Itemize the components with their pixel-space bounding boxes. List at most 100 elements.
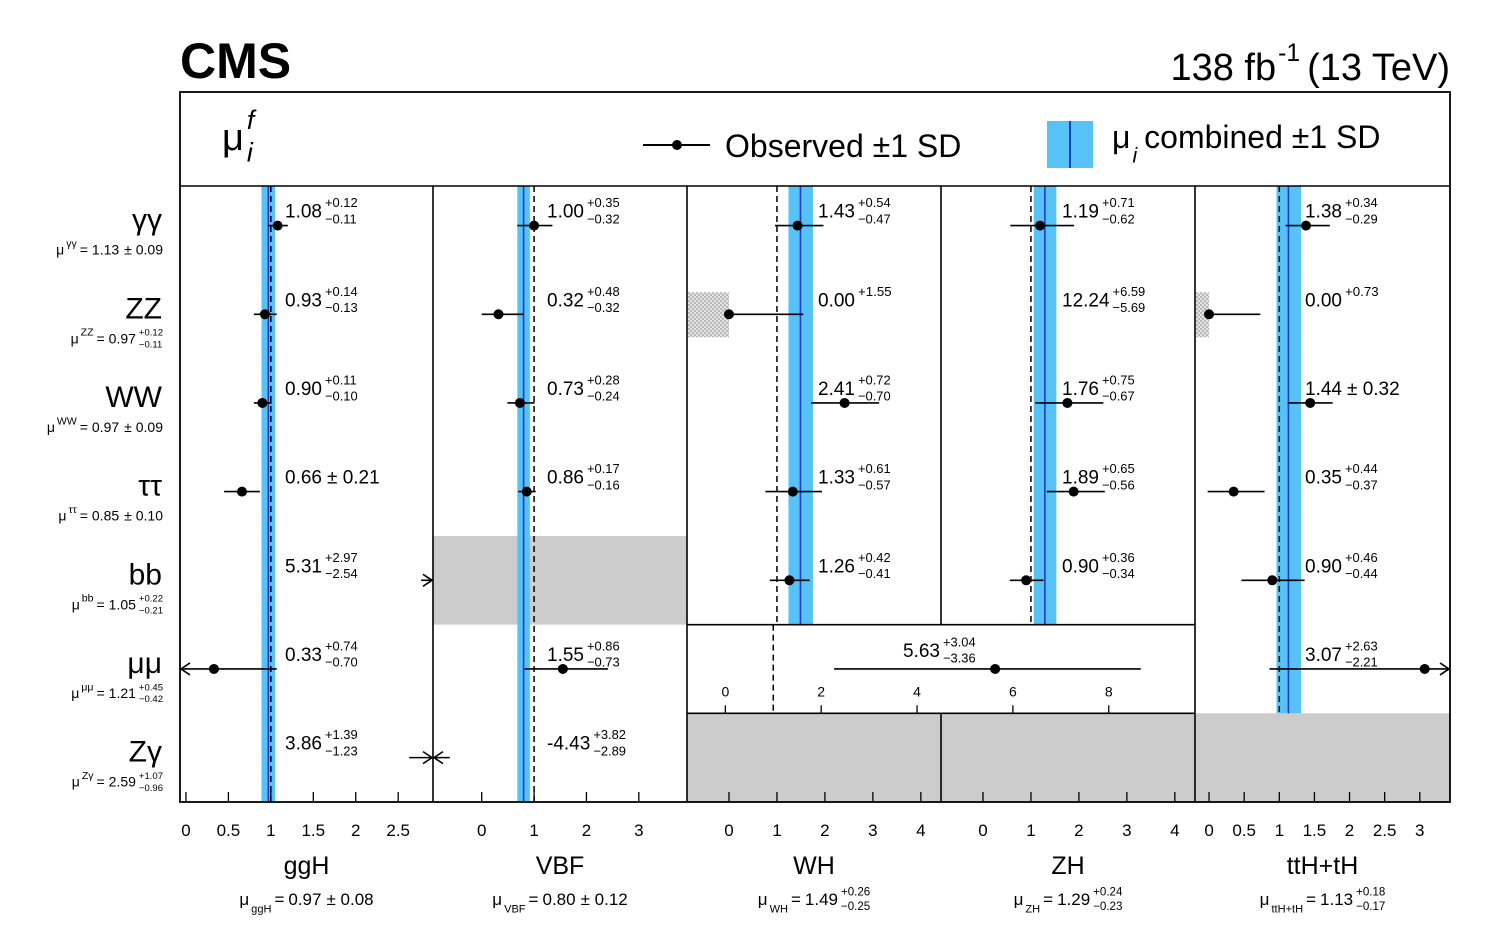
unavailable-cell	[1195, 713, 1450, 802]
label-part: 0.97	[288, 890, 321, 909]
panel-name: ggH	[284, 852, 330, 880]
label-part: −0.13	[325, 300, 358, 315]
label-part: 0.33	[285, 645, 322, 666]
label-part: +0.26	[841, 887, 870, 899]
value-label: 1.33 +0.61−0.57	[818, 461, 891, 492]
value-label: -4.43 +3.82−2.89	[547, 727, 626, 758]
label-part: −3.36	[943, 651, 976, 666]
label-part: 1.43	[818, 202, 855, 223]
label-part: 5.31	[285, 556, 322, 577]
label-part: ± 0.09	[124, 419, 163, 435]
label-part: −0.56	[1102, 477, 1135, 492]
label-part: 1.05	[109, 596, 136, 612]
label-part: 2.59	[109, 774, 136, 790]
label-part: ± 0.12	[581, 890, 628, 909]
x-tick-label: 2	[1345, 821, 1354, 840]
label-part: ttH+tH	[1271, 904, 1303, 916]
x-tick-label: 1	[1275, 821, 1284, 840]
value-label: 0.90 +0.46−0.44	[1305, 550, 1378, 581]
label-part: 0.80	[542, 890, 575, 909]
label-part: −0.67	[1102, 389, 1135, 404]
label-part: +0.18	[1356, 887, 1385, 899]
panel-signal-strength: μZH= 1.29 +0.24 −0.23	[1014, 887, 1123, 916]
label-part: 1.55	[547, 645, 584, 666]
panel-signal-strength: μWH= 1.49 +0.26 −0.25	[758, 887, 870, 916]
label-part: −0.11	[325, 211, 357, 226]
label-part: −0.17	[1356, 901, 1385, 913]
label-part: 1.89	[1062, 468, 1099, 489]
label-part: +0.12	[139, 328, 163, 339]
observed-point	[259, 309, 270, 320]
label-part: =	[1043, 890, 1053, 909]
label-part: 0.32	[547, 290, 584, 311]
observed-point	[1228, 486, 1239, 497]
value-label: 0.00 +0.73	[1305, 284, 1379, 311]
label-part: −2.89	[593, 743, 626, 758]
label-part: +0.45	[139, 682, 163, 693]
label-part: i	[1132, 144, 1138, 167]
label-part: =	[274, 890, 284, 909]
label-part: +2.63	[1345, 639, 1378, 654]
panel-name: VBF	[536, 852, 585, 880]
label-part: −0.73	[587, 655, 620, 670]
label-part: +0.61	[858, 461, 891, 476]
decay-signal-strength: μ bb = 1.05 +0.22−0.21	[72, 593, 163, 617]
x-tick-label: 4	[916, 821, 925, 840]
label-part: μ	[71, 685, 79, 701]
label-part: +0.44	[1345, 461, 1378, 476]
label-part: WW	[57, 415, 77, 427]
legend-marker	[672, 140, 682, 150]
label-part: 1.38	[1305, 202, 1342, 223]
label-part: +0.22	[139, 594, 163, 605]
label-part: 3.07	[1305, 645, 1342, 666]
label-part: μ	[222, 117, 244, 159]
observed-point	[1267, 575, 1278, 586]
value-label: 0.33 +0.74−0.70	[285, 639, 358, 670]
label-part: =	[791, 890, 801, 909]
label-part: +0.74	[325, 639, 358, 654]
observed-point	[839, 397, 850, 408]
label-part: =	[529, 890, 539, 909]
label-part: 1.08	[285, 202, 322, 223]
label-part: μ	[1014, 890, 1024, 909]
overflow-arrow	[179, 662, 191, 676]
x-tick-label: 0.5	[217, 821, 241, 840]
label-part: γγ	[66, 238, 77, 250]
x-tick-label: 2	[820, 821, 829, 840]
observed-point	[1300, 220, 1311, 231]
overflow-arrow	[1439, 662, 1451, 676]
x-tick-label: 1	[772, 821, 781, 840]
label-part: -4.43	[547, 734, 590, 755]
label-part: μ	[239, 890, 249, 909]
observed-point	[521, 486, 532, 497]
label-part: 1.19	[1062, 202, 1099, 223]
label-part: 0.93	[285, 290, 322, 311]
observed-point	[257, 397, 268, 408]
label-part: =	[96, 330, 104, 346]
label-part: 0.35	[1305, 468, 1342, 489]
value-label: 5.31 +2.97−2.54	[285, 550, 358, 581]
label-part: +1.39	[325, 727, 358, 742]
label-part: 12.24	[1062, 290, 1110, 311]
x-tick-label: 0	[1204, 821, 1213, 840]
label-part: 0.85	[92, 508, 119, 524]
label-part: μμ	[81, 681, 93, 693]
label-part: 3.86	[285, 734, 322, 755]
label-part: −0.41	[858, 566, 891, 581]
label-part: −0.11	[139, 339, 162, 350]
value-label: 1.38 +0.34−0.29	[1305, 195, 1378, 226]
observed-point	[1419, 663, 1430, 674]
label-part: ± 0.09	[124, 242, 163, 258]
label-part: +0.14	[325, 284, 358, 299]
value-label: 1.89 +0.65−0.56	[1062, 461, 1135, 492]
observed-point	[990, 663, 1001, 674]
x-tick-label: 3	[1122, 821, 1131, 840]
luminosity-label: 138 fb -1 (13 TeV)	[1170, 40, 1450, 89]
label-part: −0.37	[1345, 477, 1378, 492]
x-tick-label: 2.5	[386, 821, 410, 840]
label-part: +1.55	[858, 284, 892, 299]
panel-name: WH	[793, 852, 835, 880]
label-part: +0.11	[325, 372, 357, 387]
